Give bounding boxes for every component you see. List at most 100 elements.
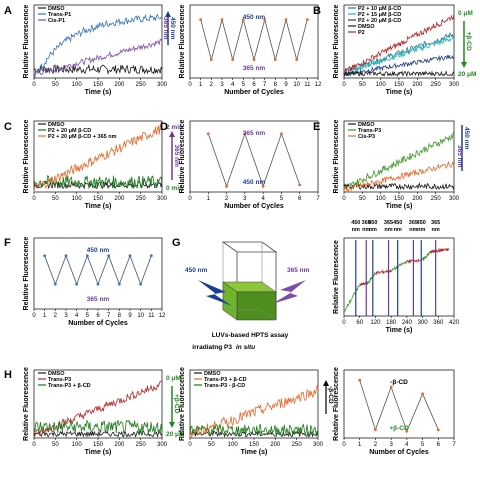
panel-letter-b: B bbox=[313, 5, 321, 17]
marker-label: 365 bbox=[409, 220, 418, 226]
cycle-label-bottom: 450 nm bbox=[243, 179, 266, 186]
cycle-point bbox=[243, 132, 247, 136]
cycle-point bbox=[298, 183, 302, 187]
x-tick-label: 200 bbox=[270, 442, 281, 448]
cycle-point bbox=[295, 58, 299, 62]
marker-unit: nm bbox=[394, 227, 402, 233]
x-tick-label: 2 bbox=[374, 442, 378, 448]
x-tick-label: 50 bbox=[359, 196, 366, 202]
cycle-point bbox=[139, 282, 143, 286]
arrow-head bbox=[169, 422, 175, 428]
arrow-head bbox=[169, 131, 175, 137]
annotation-bottom: 0 min bbox=[166, 185, 183, 192]
legend-label: DMSO bbox=[358, 122, 375, 128]
legend-label: DMSO bbox=[48, 6, 65, 12]
lightning-450-icon bbox=[198, 280, 232, 306]
x-tick-label: 0 bbox=[342, 82, 346, 88]
x-tick-label: 250 bbox=[136, 196, 147, 202]
series-line bbox=[189, 423, 319, 437]
annotation-mid: +β-CD bbox=[465, 32, 472, 52]
legend-label: Trans-P3 bbox=[358, 128, 381, 134]
series-line bbox=[33, 63, 163, 75]
x-tick-label: 150 bbox=[249, 442, 260, 448]
marker-label: 450 bbox=[417, 220, 426, 226]
cycle-point bbox=[53, 282, 57, 286]
x-axis-label: Time (s) bbox=[85, 89, 112, 96]
cycle-point bbox=[64, 254, 68, 258]
marker-label: 450 bbox=[368, 220, 377, 226]
chart-h3: 0 1 2 3 4 5 6 7 Number of Cycles Relative Fluores… bbox=[333, 367, 456, 456]
cycle-label-bottom: 365 nm bbox=[87, 296, 110, 303]
x-tick-label: 300 bbox=[157, 196, 168, 202]
series-line bbox=[33, 13, 163, 79]
x-tick-label: 50 bbox=[208, 442, 215, 448]
x-tick-label: 50 bbox=[52, 196, 59, 202]
x-tick-label: 7 bbox=[316, 196, 320, 202]
x-tick-label: 0 bbox=[342, 196, 346, 202]
series-line bbox=[343, 131, 455, 190]
legend-label: DMSO bbox=[48, 122, 65, 128]
y-axis-label: Relative Fluorescence bbox=[333, 367, 340, 441]
x-tick-label: 100 bbox=[72, 82, 83, 88]
segment-line bbox=[430, 248, 439, 254]
y-axis-label: Relative Fluorescence bbox=[333, 119, 340, 193]
cycle-point bbox=[273, 58, 277, 62]
cycle-point bbox=[252, 58, 256, 62]
x-tick-label: 9 bbox=[284, 82, 288, 88]
series-line bbox=[33, 175, 163, 190]
marker-label: 450 bbox=[393, 220, 402, 226]
g-caption-1: LUVs-based HPTS assay bbox=[212, 332, 289, 339]
arrow-head bbox=[323, 380, 329, 386]
x-tick-label: 6 bbox=[96, 313, 100, 319]
annotation-bottom: 20 μM bbox=[166, 431, 184, 438]
cycle-label-top: -β-CD bbox=[390, 379, 408, 386]
x-tick-label: 420 bbox=[449, 320, 460, 326]
x-tick-label: 11 bbox=[148, 313, 155, 319]
cycle-line bbox=[359, 380, 439, 433]
cycle-line bbox=[207, 132, 301, 188]
series-line bbox=[33, 380, 163, 437]
plot-frame bbox=[343, 237, 455, 317]
x-tick-label: 300 bbox=[157, 442, 168, 448]
x-tick-label: 5 bbox=[421, 442, 425, 448]
x-tick-label: 3 bbox=[64, 313, 68, 319]
marker-label: 365 bbox=[362, 220, 371, 226]
series-line bbox=[343, 13, 455, 75]
x-tick-label: 150 bbox=[394, 82, 405, 88]
x-tick-label: 300 bbox=[418, 320, 429, 326]
series-line bbox=[343, 69, 455, 78]
x-tick-label: 0 bbox=[342, 320, 346, 326]
x-tick-label: 250 bbox=[136, 442, 147, 448]
cycle-point bbox=[117, 282, 121, 286]
cycle-point bbox=[263, 18, 267, 21]
annotation-mid: +β-CD bbox=[173, 394, 180, 414]
x-tick-label: 0 bbox=[188, 196, 192, 202]
cycle-point bbox=[374, 428, 377, 432]
cycle-point bbox=[358, 378, 362, 382]
legend-label: Trans-P3 + β-CD bbox=[48, 383, 91, 389]
x-tick-label: 180 bbox=[386, 320, 397, 326]
x-tick-label: 8 bbox=[274, 82, 278, 88]
series-line bbox=[343, 182, 455, 191]
segment-line bbox=[390, 260, 408, 273]
x-tick-label: 1 bbox=[358, 442, 362, 448]
y-axis-label: Relative Fluorescence bbox=[23, 236, 30, 310]
x-tick-label: 10 bbox=[137, 313, 144, 319]
cycle-point bbox=[43, 254, 47, 258]
marker-label: 365 bbox=[431, 220, 440, 226]
x-tick-label: 1 bbox=[199, 82, 203, 88]
chart-b: 0 50 100 150 200 250 300 Time (s) Relative Fluor… bbox=[333, 4, 476, 96]
cycle-point bbox=[261, 184, 265, 188]
x-tick-label: 150 bbox=[394, 196, 405, 202]
panel-letter-d: D bbox=[160, 121, 168, 133]
x-tick-label: 200 bbox=[114, 82, 125, 88]
series-line bbox=[189, 384, 319, 438]
segment-line bbox=[343, 285, 360, 313]
cycle-point bbox=[220, 18, 224, 21]
x-tick-label: 4 bbox=[405, 442, 409, 448]
series-line bbox=[343, 31, 455, 75]
x-tick-label: 0 bbox=[32, 196, 36, 202]
